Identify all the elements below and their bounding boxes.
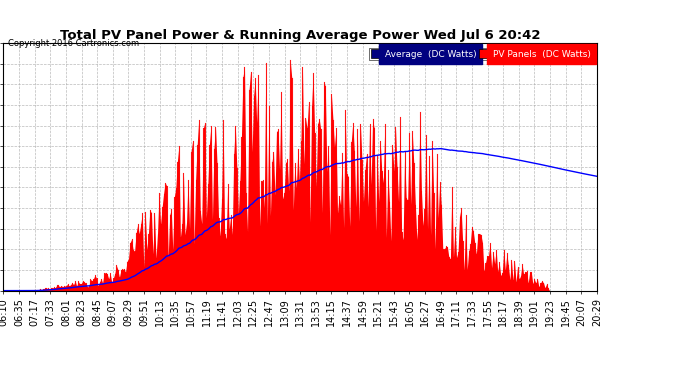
Title: Total PV Panel Power & Running Average Power Wed Jul 6 20:42: Total PV Panel Power & Running Average P… [60,29,540,42]
Legend: Average  (DC Watts), PV Panels  (DC Watts): Average (DC Watts), PV Panels (DC Watts) [369,48,592,60]
Text: Copyright 2016 Cartronics.com: Copyright 2016 Cartronics.com [8,39,139,48]
